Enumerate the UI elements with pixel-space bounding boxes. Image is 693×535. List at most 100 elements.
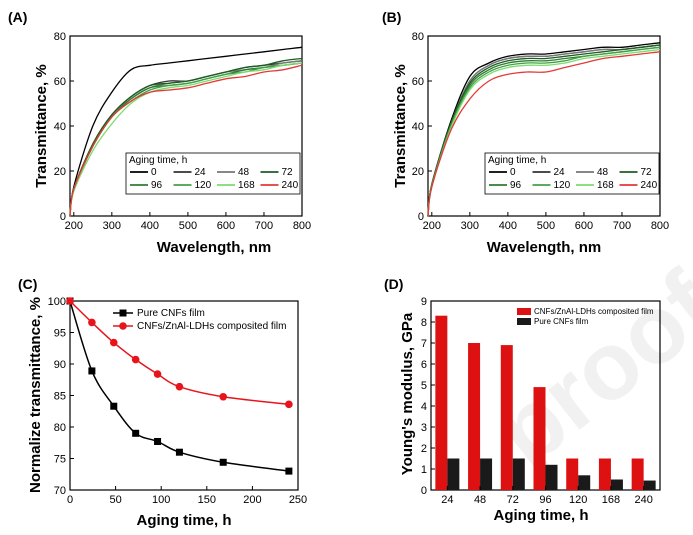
panel-d-bar-composite-48 [468,343,481,490]
panel-c-point-0-2 [110,402,118,410]
panel-d: (D) Aging time, h Young's modulus, GPa 2… [384,276,661,524]
panel-d-bar-pure-48 [480,458,493,490]
panel-d-legend-label-1: Pure CNFs film [534,317,589,326]
panel-c-point-1-4 [153,370,162,378]
panel-a-xtick-label: 600 [217,220,235,232]
panel-d-bar-pure-24 [447,458,460,490]
panel-b-xlabel: Wavelength, nm [487,239,601,256]
panel-d-ytick-label: 6 [421,359,427,371]
panel-c-point-1-1 [88,318,96,327]
panel-a-legend-label-120: 120 [195,180,212,191]
panel-c-xtick-label: 150 [198,494,216,506]
panel-b-legend-label-240: 240 [641,180,658,191]
panel-a-ytick-label: 40 [54,121,66,133]
panel-b-ytick-label: 20 [412,166,424,178]
panel-b-ytick-label: 80 [412,31,424,43]
panel-c-xtick-label: 0 [67,494,73,506]
panel-c-xtick-label: 250 [289,494,307,506]
panel-b-ytick-label: 0 [418,211,424,223]
panel-c-point-1-6 [219,392,228,401]
panel-c-point-0-3 [132,429,140,437]
panel-a-xtick-label: 800 [293,220,311,232]
panel-d-xlabel: Aging time, h [494,507,589,524]
panel-a: (A) Wavelength, nm Transmittance, % 200 3… [8,9,311,256]
panel-b-xtick-label: 200 [423,220,441,232]
panel-d-xtick-label: 24 [441,494,453,506]
panel-c-label: (C) [18,276,37,292]
panel-d-bar-composite-120 [566,458,579,490]
panel-c-point-0-1 [88,367,96,375]
panel-b-xtick-label: 600 [575,220,593,232]
panel-c-point-0-7 [285,467,293,475]
panel-d-label: (D) [384,276,403,292]
panel-a-xtick-label: 400 [141,220,159,232]
panel-c-ytick-label: 90 [54,359,66,371]
panel-c-point-1-2 [109,338,118,347]
panel-c-xtick-label: 100 [152,494,170,506]
panel-d-bar-pure-240 [643,480,656,490]
panel-c-legend-label-0: Pure CNFs film [137,308,205,319]
panel-a-legend-box [125,152,301,195]
panel-c-xlabel: Aging time, h [137,512,232,529]
panel-d-ytick-label: 9 [421,296,427,308]
panel-c-point-1-0 [66,297,74,305]
panel-d-ytick-label: 4 [421,401,427,413]
panel-b-xtick-label: 400 [499,220,517,232]
panel-d-xtick-label: 48 [474,494,486,506]
panel-d-bar-pure-72 [512,458,525,490]
panel-d-bar-composite-96 [533,387,546,490]
panel-c-ytick-label: 100 [48,296,66,308]
panel-b-legend-label-48: 48 [597,167,609,178]
panel-b-xtick-label: 500 [537,220,555,232]
panel-b-legend-label-168: 168 [597,180,614,191]
panel-b-ytick-label: 40 [412,121,424,133]
panel-d-ytick-label: 3 [421,422,427,434]
panel-c-point-0-4 [154,437,162,445]
panel-b-legend-label-0: 0 [510,167,516,178]
panel-d-xtick-label: 120 [569,494,587,506]
panel-d-legend-label-0: CNFs/ZnAl-LDHs composited film [534,307,654,316]
panel-c-point-1-7 [285,400,293,409]
panel-d-ytick-label: 8 [421,317,427,329]
panel-b-series-line-240 [427,51,661,217]
panel-c-ytick-label: 75 [54,454,66,466]
panel-a-series-line-240 [69,64,303,217]
panel-a-legend-label-168: 168 [238,180,255,191]
panel-b-xtick-label: 300 [461,220,479,232]
panel-d-bar-pure-96 [545,464,558,490]
panel-b-series-line-0 [427,42,661,217]
panel-a-series-line-72 [69,57,303,217]
panel-b-legend-label-72: 72 [641,167,653,178]
panel-b: (B) Wavelength, nm Transmittance, % 200 3… [382,9,669,256]
panel-a-xtick-label: 300 [103,220,121,232]
panel-a-legend-label-0: 0 [151,167,157,178]
panel-a-xtick-label: 500 [179,220,197,232]
panel-b-series-line-72 [427,44,661,217]
panel-c-point-1-5 [175,382,184,391]
panel-d-xtick-label: 168 [602,494,620,506]
panel-a-ytick-label: 0 [60,211,66,223]
panel-c-ytick-label: 70 [54,485,66,497]
panel-a-legend-label-96: 96 [151,180,163,191]
panel-d-ytick-label: 0 [421,485,427,497]
panel-d-bar-pure-168 [610,479,623,490]
panel-a-ytick-label: 80 [54,31,66,43]
panel-c-legend-marker-0 [119,309,127,317]
panel-a-series-line-168 [69,62,303,217]
panel-a-xtick-label: 700 [255,220,273,232]
panel-c-point-1-3 [131,355,140,364]
panel-a-ytick-label: 20 [54,166,66,178]
panel-b-xtick-label: 800 [651,220,669,232]
panel-c-xtick-label: 50 [109,494,121,506]
panel-b-legend-label-120: 120 [554,180,571,191]
panel-a-legend-label-24: 24 [195,167,207,178]
panel-b-legend-box [484,152,660,195]
panel-c-ytick-label: 95 [54,328,66,340]
panel-c-ylabel: Normalize transmittance, % [27,297,44,493]
panel-a-legend-label-72: 72 [282,167,294,178]
panel-b-series-line-168 [427,48,661,217]
panel-a-series-line-0 [69,46,303,217]
panel-d-xtick-label: 240 [634,494,652,506]
panel-d-bar-composite-240 [631,458,644,490]
